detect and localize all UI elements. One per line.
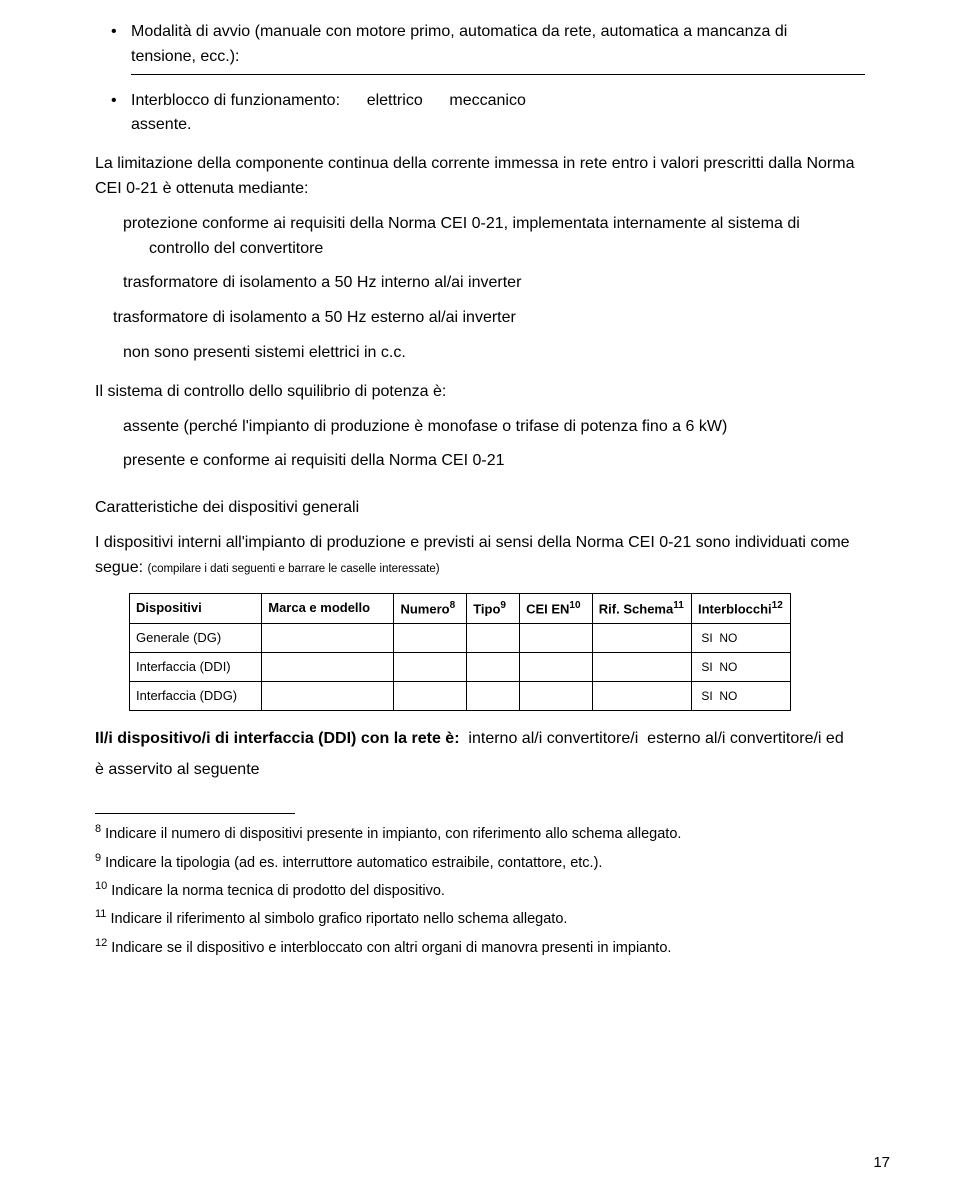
th-numero: Numero8 <box>394 593 467 623</box>
cell-ddg: Interfaccia (DDG) <box>130 682 262 711</box>
heading-caratteristiche: Caratteristiche dei dispositivi generali <box>95 496 865 521</box>
bullet-avvio-l1: Modalità di avvio (manuale con motore pr… <box>131 23 787 40</box>
interblocco-prefix: Interblocco di funzionamento: <box>131 92 340 109</box>
para-squilibrio: Il sistema di controllo dello squilibrio… <box>95 380 865 405</box>
interblocco-l2: assente. <box>131 116 191 133</box>
cell-ddi: Interfaccia (DDI) <box>130 653 262 682</box>
footnote-rule <box>95 813 295 814</box>
chk-no-sistemi: non sono presenti sistemi elettrici in c… <box>123 341 865 366</box>
bullet-interblocco: Interblocco di funzionamento: elettrico … <box>95 89 865 139</box>
bullet-avvio: Modalità di avvio (manuale con motore pr… <box>95 20 865 70</box>
chk-trasf-esterno: trasformatore di isolamento a 50 Hz este… <box>113 306 865 331</box>
interblocco-opt1: elettrico <box>367 92 423 109</box>
table-header-row: Dispositivi Marca e modello Numero8 Tipo… <box>130 593 791 623</box>
th-rif: Rif. Schema11 <box>592 593 691 623</box>
th-dispositivi: Dispositivi <box>130 593 262 623</box>
underline-rule <box>131 74 865 75</box>
chk-trasf-interno: trasformatore di isolamento a 50 Hz inte… <box>123 271 865 296</box>
dispositivi-table: Dispositivi Marca e modello Numero8 Tipo… <box>129 593 791 712</box>
para-dispositivi-intro: I dispositivi interni all'impianto di pr… <box>95 531 865 581</box>
checklist-limitazione: protezione conforme ai requisiti della N… <box>123 212 865 366</box>
table-row: Interfaccia (DDI) SI NO <box>130 653 791 682</box>
th-marca: Marca e modello <box>262 593 394 623</box>
footnote-9: 9 Indicare la tipologia (ad es. interrut… <box>95 849 865 875</box>
interblocco-opt2: meccanico <box>449 92 525 109</box>
footnotes: 8 Indicare il numero di dispositivi pres… <box>95 820 865 960</box>
cell-dg-sino[interactable]: SI NO <box>691 624 790 653</box>
table-row: Generale (DG) SI NO <box>130 624 791 653</box>
footnote-12: 12 Indicare se il dispositivo e interblo… <box>95 934 865 960</box>
chk-assente: assente (perché l'impianto di produzione… <box>123 415 865 440</box>
page-number: 17 <box>873 1151 890 1174</box>
checklist-squilibrio: assente (perché l'impianto di produzione… <box>123 415 865 475</box>
bullet-avvio-l2: tensione, ecc.): <box>131 48 240 65</box>
para-ddi-rete: Il/i dispositivo/i di interfaccia (DDI) … <box>95 727 865 783</box>
para-limitazione: La limitazione della componente continua… <box>95 152 865 202</box>
cell-ddg-sino[interactable]: SI NO <box>691 682 790 711</box>
chk-protezione: protezione conforme ai requisiti della N… <box>123 212 865 262</box>
th-ceien: CEI EN10 <box>520 593 593 623</box>
footnote-8: 8 Indicare il numero di dispositivi pres… <box>95 820 865 846</box>
cell-dg: Generale (DG) <box>130 624 262 653</box>
footnote-11: 11 Indicare il riferimento al simbolo gr… <box>95 905 865 931</box>
th-tipo: Tipo9 <box>467 593 520 623</box>
cell-ddi-sino[interactable]: SI NO <box>691 653 790 682</box>
chk-presente: presente e conforme ai requisiti della N… <box>123 449 865 474</box>
footnote-10: 10 Indicare la norma tecnica di prodotto… <box>95 877 865 903</box>
th-interblocchi: Interblocchi12 <box>691 593 790 623</box>
table-row: Interfaccia (DDG) SI NO <box>130 682 791 711</box>
